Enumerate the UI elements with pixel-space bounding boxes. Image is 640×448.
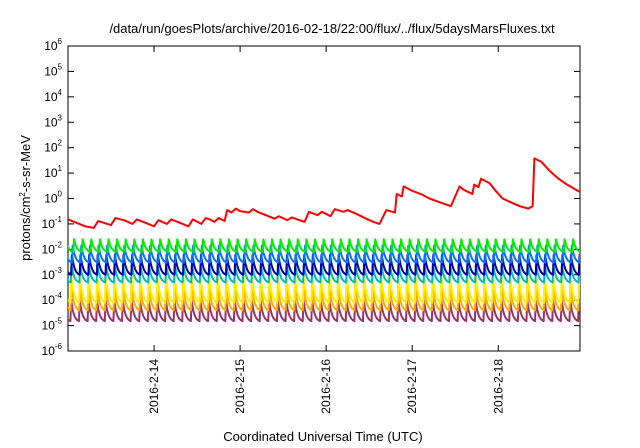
y-tick-label: 100 [44,190,62,206]
series-line [68,238,580,253]
x-tick-label: 2016-2-15 [233,359,247,414]
y-tick-label: 10-3 [42,266,63,282]
y-axis-ticks: 10-6 10-5 10-4 10-3 10-2 10-1 100 101 102 103 104 1… [42,37,580,358]
y-tick-label: 103 [44,113,62,129]
y-axis-label-rest: -s-sr-MeV [18,135,33,192]
y-tick-label: 10-6 [42,342,63,358]
y-axis-label-exp: 2 [18,192,27,197]
series-line [68,244,580,264]
y-tick-label: 10-4 [42,291,63,307]
y-tick-label: 10-1 [42,215,63,231]
x-axis-label: Coordinated Universal Time (UTC) [223,429,422,444]
y-tick-label: 105 [44,62,62,78]
x-tick-label: 2016-2-16 [319,359,333,414]
chart-title: /data/run/goesPlots/archive/2016-02-18/2… [109,21,555,36]
y-tick-label: 104 [44,88,62,104]
y-tick-label: 101 [44,164,62,180]
y-tick-label: 10-2 [42,240,63,256]
series-line [68,157,580,229]
series-group [68,157,580,323]
x-tick-label: 2016-2-18 [491,359,505,414]
y-axis-label-main: protons/cm [18,197,33,261]
x-tick-label: 2016-2-17 [405,359,419,414]
x-axis-ticks: 2016-2-14 2016-2-15 2016-2-16 2016-2-17 2016… [147,46,505,414]
x-tick-label: 2016-2-14 [147,359,161,414]
y-tick-label: 106 [44,37,62,53]
y-tick-label: 10-5 [42,317,63,333]
y-tick-label: 102 [44,139,62,155]
y-axis-label: protons/cm2-s-sr-MeV [18,135,33,261]
